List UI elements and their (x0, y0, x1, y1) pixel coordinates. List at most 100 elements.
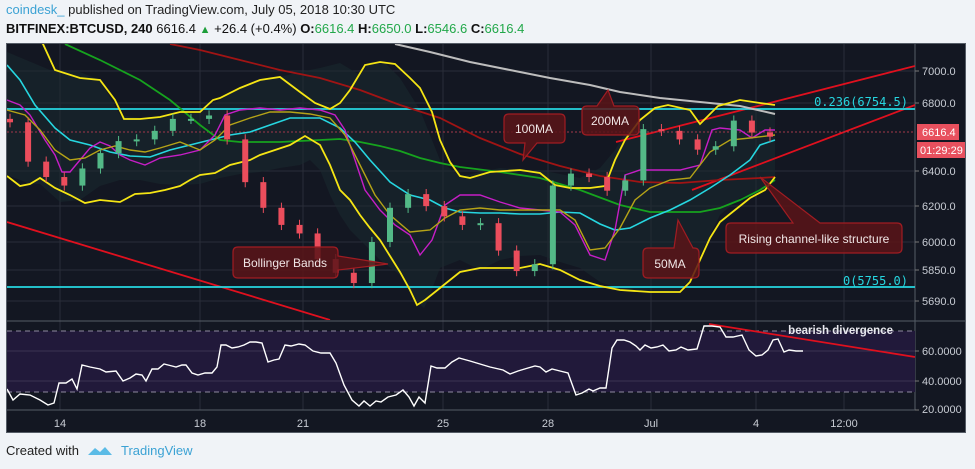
open-value: 6616.4 (314, 21, 355, 36)
low-label: L: (415, 21, 428, 36)
candle (712, 146, 719, 150)
candle (7, 118, 13, 123)
candle (25, 122, 32, 162)
candlesticks[interactable] (7, 110, 773, 289)
created-with-text: Created with (6, 443, 79, 458)
up-arrow-icon: ▲ (199, 24, 211, 36)
label-100ma: 100MA (515, 122, 553, 136)
high-label: H: (358, 21, 372, 36)
candle (459, 216, 466, 225)
candle (513, 250, 520, 272)
candle (242, 139, 249, 183)
candle (604, 177, 611, 191)
symbol-legend: BITFINEX:BTCUSD, 240 6616.4 ▲ +26.4 (+0.… (6, 21, 524, 36)
fib-bottom-label: 0(5755.0) (843, 274, 908, 288)
bollinger-upper (41, 44, 776, 189)
svg-text:21: 21 (297, 418, 309, 430)
svg-text:Jul: Jul (644, 418, 658, 430)
bollinger-lower (7, 134, 776, 307)
svg-text:6800.0: 6800.0 (922, 98, 956, 110)
label-200ma: 200MA (591, 114, 629, 128)
svg-text:7000.0: 7000.0 (922, 66, 956, 78)
trendline-lower-left[interactable] (7, 221, 331, 320)
label-bollinger: Bollinger Bands (243, 256, 327, 270)
ema-magenta-line (7, 99, 775, 261)
divergence-trendline[interactable] (708, 323, 915, 358)
candle (423, 194, 430, 207)
time-axis[interactable]: 14 18 21 25 28 Jul 4 12:00 (54, 418, 858, 430)
candle (350, 272, 357, 284)
candle (477, 223, 484, 226)
candle (187, 118, 194, 121)
callout-100ma[interactable]: 100MA (503, 113, 566, 162)
candle (730, 120, 737, 147)
svg-text:25: 25 (437, 418, 449, 430)
candle (224, 115, 231, 140)
svg-text:5690.0: 5690.0 (922, 296, 956, 308)
divergence-label: bearish divergence (788, 325, 893, 337)
label-channel: Rising channel-like structure (739, 232, 890, 246)
svg-text:18: 18 (194, 418, 206, 430)
candle (260, 182, 267, 208)
candle (151, 130, 158, 140)
tradingview-link[interactable]: TradingView (120, 443, 193, 458)
candle (387, 207, 393, 242)
candle (97, 153, 104, 169)
close-label: C: (470, 21, 485, 36)
candle (676, 130, 683, 140)
candle (169, 118, 176, 131)
low-value: 6546.6 (427, 21, 468, 36)
label-50ma: 50MA (654, 257, 685, 271)
svg-text:6400.0: 6400.0 (922, 166, 956, 178)
svg-text:6000.0: 6000.0 (922, 237, 956, 249)
svg-text:40.0000: 40.0000 (922, 376, 962, 388)
svg-text:4: 4 (753, 418, 759, 430)
rsi-band (7, 331, 915, 392)
author-link[interactable]: coindesk_ (6, 2, 65, 17)
rsi-axis[interactable]: 60.0000 40.0000 20.0000 (915, 346, 962, 416)
published-text: published on TradingView.com, July 05, 2… (68, 2, 396, 17)
candle (43, 161, 50, 178)
candle (206, 115, 213, 119)
footer: Created with TradingView (6, 443, 193, 458)
current-price-tag: 6616.4 (917, 124, 959, 140)
rsi-line (7, 325, 803, 408)
candle (79, 168, 86, 186)
ema-cyan-line (7, 64, 776, 231)
price-pane (7, 44, 915, 320)
close-value: 6616.4 (484, 21, 525, 36)
candle (658, 129, 665, 132)
callout-50ma[interactable]: 50MA (642, 218, 700, 279)
candle (694, 139, 701, 150)
svg-text:12:00: 12:00 (830, 418, 858, 430)
candle (61, 177, 68, 186)
callout-200ma[interactable]: 200MA (581, 88, 640, 136)
svg-text:60.0000: 60.0000 (922, 346, 962, 358)
ma50-line (64, 44, 776, 213)
svg-text:20.0000: 20.0000 (922, 404, 962, 416)
callout-channel[interactable]: Rising channel-like structure (725, 176, 903, 254)
countdown-tag: 01:29:29 (917, 142, 965, 158)
candle (640, 129, 647, 181)
svg-text:6200.0: 6200.0 (922, 201, 956, 213)
ma200-line (394, 44, 776, 115)
candle (405, 194, 412, 208)
publish-info: coindesk_ published on TradingView.com, … (6, 2, 395, 17)
candle (115, 141, 122, 154)
last-price: 6616.4 (156, 21, 197, 36)
candle (586, 173, 593, 178)
callout-bollinger[interactable]: Bollinger Bands (232, 246, 389, 279)
candle (441, 206, 448, 217)
symbol-name[interactable]: BITFINEX:BTCUSD, 240 (6, 21, 153, 36)
ma100-line (169, 44, 776, 184)
rsi-pane (7, 323, 915, 408)
svg-text:14: 14 (54, 418, 66, 430)
price-axis[interactable]: 7000.0 6800.0 6400.0 6200.0 6000.0 5850.… (915, 66, 956, 308)
open-label: O: (300, 21, 315, 36)
candle (133, 139, 140, 142)
candle (549, 185, 556, 265)
svg-text:6616.4: 6616.4 (922, 127, 956, 139)
svg-text:28: 28 (542, 418, 554, 430)
svg-text:5850.0: 5850.0 (922, 265, 956, 277)
